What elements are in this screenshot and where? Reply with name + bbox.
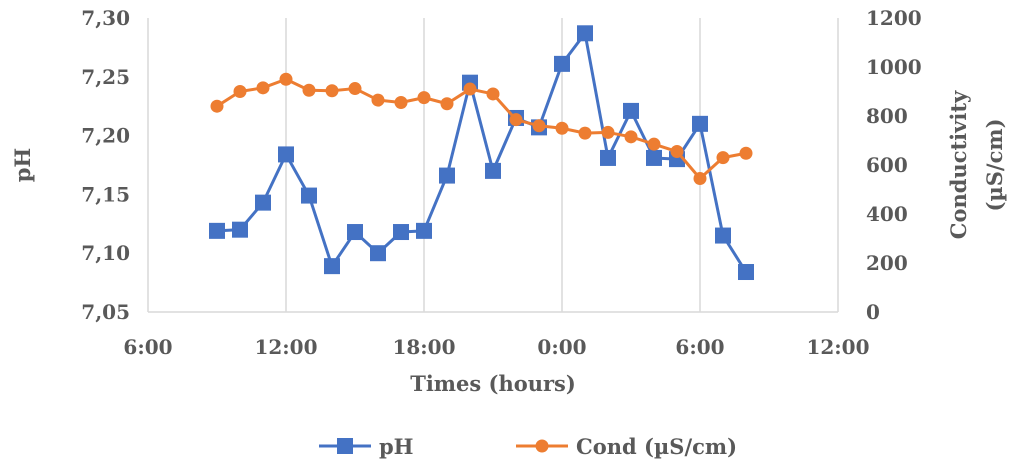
y2-tick-label: 200 [866, 251, 908, 275]
data-point-cond [716, 151, 730, 165]
y2-tick-label: 0 [866, 300, 880, 324]
series [209, 25, 754, 281]
legend-label-ph: pH [379, 434, 414, 459]
data-point-ph [347, 224, 363, 241]
data-point-cond [509, 113, 523, 127]
x-axis-title: Times (hours) [410, 371, 576, 396]
data-point-cond [440, 97, 454, 111]
data-point-cond [394, 96, 408, 110]
y2-tick-label: 1000 [866, 55, 922, 79]
data-point-ph [301, 187, 317, 204]
data-point-cond [647, 137, 661, 151]
data-point-ph [577, 25, 593, 42]
data-point-ph [324, 258, 340, 275]
data-point-ph [692, 115, 708, 132]
data-point-cond [624, 130, 638, 144]
series-cond [210, 72, 753, 185]
data-point-cond [371, 93, 385, 107]
data-point-cond [302, 83, 316, 97]
data-point-cond [325, 84, 339, 98]
data-point-ph [416, 222, 432, 239]
data-point-ph [623, 102, 639, 119]
data-point-ph [715, 227, 731, 244]
y-tick-label: 7,05 [81, 300, 130, 324]
y2-axis-title-line2: (µS/cm) [982, 118, 1007, 211]
data-point-ph [485, 162, 501, 179]
x-tick-label: 12:00 [254, 335, 317, 359]
data-point-ph [393, 224, 409, 241]
y2-tick-label: 800 [866, 104, 908, 128]
data-point-cond [486, 87, 500, 101]
x-tick-label: 0:00 [537, 335, 586, 359]
y-tick-label: 7,10 [81, 241, 130, 265]
data-point-cond [233, 85, 247, 98]
y2-axis-title-line1: Conductivity [946, 90, 971, 239]
series-line-ph [216, 31, 748, 273]
data-point-cond [463, 82, 477, 96]
legend-label-cond: Cond (µS/cm) [576, 434, 737, 459]
x-tick-label: 6:00 [675, 335, 724, 359]
x-tick-label: 18:00 [392, 335, 455, 359]
y2-tick-label: 400 [866, 202, 908, 226]
data-point-ph [255, 194, 271, 211]
data-point-cond [670, 145, 684, 159]
data-point-ph [370, 245, 386, 262]
y2-tick-label: 600 [866, 153, 908, 177]
data-point-cond [256, 81, 270, 95]
y2-tick-label: 1200 [866, 6, 922, 30]
data-point-cond [693, 171, 707, 185]
data-point-cond [555, 121, 569, 135]
y-tick-label: 7,25 [81, 65, 130, 89]
data-point-ph [439, 167, 455, 184]
data-point-ph [554, 55, 570, 72]
data-point-ph [738, 264, 754, 281]
data-point-cond [348, 82, 362, 96]
x-tick-label: 12:00 [806, 335, 869, 359]
data-point-cond [578, 126, 592, 140]
legend-item-ph: pH [319, 434, 414, 459]
data-point-cond [210, 99, 224, 113]
data-point-cond [601, 125, 615, 139]
data-point-ph [232, 221, 248, 238]
axes: 6:00 12:00 18:00 0:00 6:00 12:00 7,05 7,10 7,15 7… [10, 6, 1007, 396]
y-axis-title: pH [10, 148, 35, 183]
y-tick-label: 7,15 [81, 182, 130, 206]
series-ph [209, 25, 754, 281]
data-point-cond [279, 72, 293, 86]
x-tick-label: 6:00 [123, 335, 172, 359]
legend-marker-cond [535, 439, 549, 453]
data-point-ph [278, 146, 294, 163]
y-tick-label: 7,30 [81, 6, 130, 30]
y-tick-label: 7,20 [81, 124, 130, 148]
data-point-ph [209, 222, 225, 239]
data-point-cond [739, 146, 753, 160]
legend-marker-ph [337, 438, 353, 454]
data-point-cond [532, 119, 546, 133]
legend: pH Cond (µS/cm) [319, 434, 737, 459]
data-point-ph [646, 149, 662, 166]
data-point-cond [417, 91, 431, 105]
data-point-ph [600, 149, 616, 166]
legend-item-cond: Cond (µS/cm) [516, 434, 737, 459]
